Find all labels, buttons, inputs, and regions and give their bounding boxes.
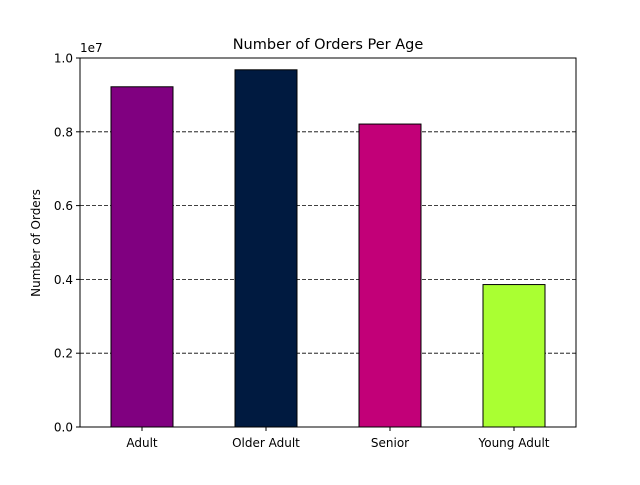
x-tick-label: Adult: [126, 436, 158, 450]
x-tick-label: Older Adult: [232, 436, 300, 450]
y-tick-label: 0.6: [54, 199, 73, 213]
bar: [482, 284, 546, 428]
ticks: 0.0 0.2 0.4 0.6 0.8 1.0 Adult Older Adult Senior…: [54, 52, 550, 451]
plot-frame: [79, 57, 577, 428]
y-tick-label: 0.2: [54, 347, 73, 361]
y-scale-label: 1e7: [80, 41, 103, 55]
bar: [234, 69, 298, 428]
y-tick-label: 0.0: [54, 421, 73, 435]
chart-title: Number of Orders Per Age: [233, 37, 424, 53]
x-tick-label: Young Adult: [478, 436, 550, 450]
y-tick-label: 1.0: [54, 52, 73, 66]
bar: [358, 123, 422, 428]
y-tick-label: 0.8: [54, 125, 73, 139]
bars: [110, 69, 546, 428]
y-tick-label: 0.4: [54, 273, 73, 287]
bar: [110, 86, 174, 428]
y-axis-label: Number of Orders: [29, 189, 43, 297]
x-tick-label: Senior: [371, 436, 409, 450]
